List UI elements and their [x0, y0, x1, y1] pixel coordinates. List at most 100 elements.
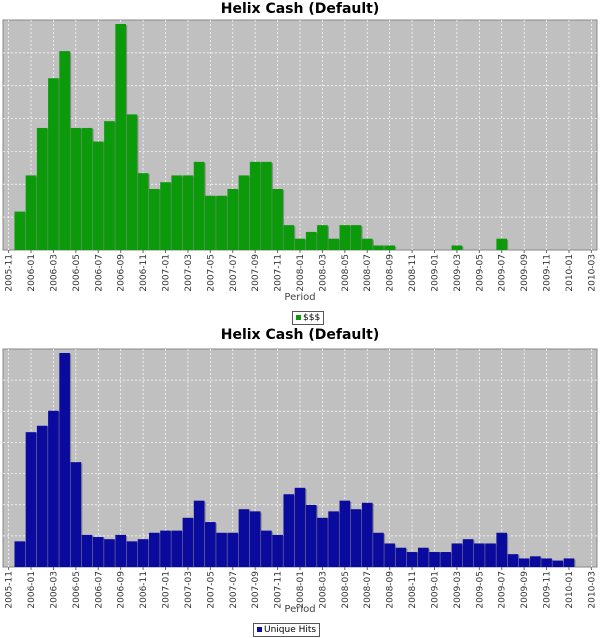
bar — [272, 534, 283, 567]
bar — [171, 530, 183, 567]
chart-title: Helix Cash (Default) — [220, 327, 380, 343]
bar — [462, 539, 474, 567]
tick-label: 2006-11 — [139, 571, 149, 609]
bar — [160, 182, 171, 250]
bar — [261, 530, 272, 567]
bar — [48, 410, 59, 567]
bar — [126, 541, 138, 567]
bar — [238, 175, 250, 250]
bar — [115, 24, 127, 250]
bar — [182, 517, 194, 567]
tick-label: 2007-07 — [229, 571, 239, 609]
tick-label: 2006-07 — [94, 571, 104, 609]
bar — [171, 175, 183, 250]
tick-label: 2008-09 — [386, 254, 396, 292]
bar — [238, 509, 250, 567]
tick-label: 2007-11 — [274, 571, 284, 609]
bar — [552, 560, 564, 567]
x-axis-label: Period — [284, 604, 315, 615]
tick-label: 2006-11 — [139, 254, 149, 292]
tick-label: 2009-01 — [430, 571, 440, 609]
chart-legend: Unique Hits — [253, 623, 321, 637]
bar — [305, 231, 317, 250]
tick-label: 2007-05 — [206, 571, 216, 609]
tick-label: 2008-11 — [408, 571, 418, 609]
bar — [417, 547, 429, 567]
bar — [92, 141, 104, 250]
bar — [148, 188, 160, 250]
bar — [182, 175, 194, 250]
legend-label: Unique Hits — [264, 625, 317, 635]
chart-plot: 2005-11 2006-01 2006-03 2006-05 2006-07 2006-… — [2, 348, 598, 615]
bar — [193, 500, 205, 567]
bar — [115, 534, 127, 567]
bar — [283, 494, 295, 567]
bar — [339, 225, 351, 250]
bar — [59, 353, 70, 567]
tick-label: 2009-11 — [543, 254, 553, 292]
tick-label: 2009-01 — [430, 254, 440, 292]
tick-label: 2007-11 — [274, 254, 284, 292]
tick-label: 2007-03 — [184, 571, 194, 609]
bar — [350, 509, 362, 567]
tick-label: 2005-11 — [5, 571, 15, 609]
bar — [518, 558, 530, 567]
bar — [317, 517, 328, 567]
tick-label: 2006-07 — [94, 254, 104, 292]
tick-label: 2009-09 — [520, 571, 530, 609]
bar — [563, 558, 575, 567]
tick-label: 2008-01 — [296, 571, 306, 609]
bar — [294, 238, 306, 250]
bar — [395, 547, 407, 567]
legend-swatch — [296, 315, 301, 320]
bar — [339, 500, 351, 567]
bar — [384, 543, 395, 567]
tick-label: 2006-01 — [27, 254, 37, 292]
bar — [373, 245, 384, 250]
bar — [14, 541, 26, 567]
bar — [249, 161, 261, 250]
tick-label: 2008-05 — [341, 571, 351, 609]
legend-label: $$$ — [303, 313, 321, 323]
x-axis-label: Period — [284, 292, 315, 303]
bar — [350, 225, 362, 250]
tick-label: 2007-07 — [229, 254, 239, 292]
bar — [384, 245, 395, 250]
tick-label: 2006-09 — [117, 254, 127, 292]
tick-label: 2009-09 — [520, 254, 530, 292]
bar — [261, 161, 272, 250]
bar — [216, 532, 227, 567]
tick-label: 2006-09 — [117, 571, 127, 609]
tick-label: 2006-01 — [27, 571, 37, 609]
legend-swatch — [257, 627, 262, 632]
tick-label: 2009-07 — [498, 254, 508, 292]
bar — [59, 51, 70, 251]
chart-legend: $$$ — [292, 311, 325, 325]
bar — [193, 161, 205, 250]
bar — [137, 173, 149, 250]
bar — [305, 504, 317, 567]
bar — [92, 537, 104, 567]
tick-label: 2007-01 — [162, 571, 172, 609]
tick-label: 2008-09 — [386, 571, 396, 609]
chart-cash: Helix Cash (Default) 2005-11 2006-01 2006-… — [2, 1, 598, 325]
bar — [249, 511, 261, 567]
bar — [496, 532, 508, 567]
bar — [104, 121, 115, 251]
bar — [36, 425, 48, 567]
bar — [496, 238, 508, 250]
bar — [406, 552, 418, 567]
bar — [429, 552, 440, 567]
bar — [530, 556, 541, 567]
bar — [328, 238, 339, 250]
bar — [81, 127, 93, 250]
tick-label: 2009-05 — [475, 571, 485, 609]
bar — [541, 558, 552, 567]
bar — [227, 188, 239, 250]
bar — [81, 534, 93, 567]
tick-label: 2006-03 — [49, 254, 59, 292]
tick-label: 2007-09 — [251, 571, 261, 609]
tick-label: 2009-11 — [543, 571, 553, 609]
tick-label: 2006-05 — [72, 254, 82, 292]
tick-label: 2009-03 — [453, 254, 463, 292]
